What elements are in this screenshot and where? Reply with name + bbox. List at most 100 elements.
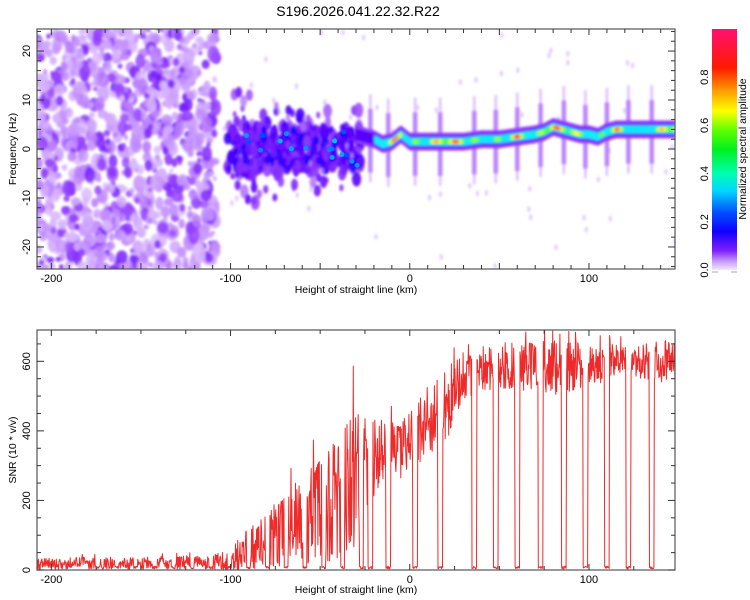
- noise-blob: [75, 181, 83, 192]
- noise-blob: [148, 262, 154, 268]
- ridge-core: [616, 127, 619, 132]
- ridge-core: [522, 133, 525, 139]
- transition-blob: [297, 143, 305, 156]
- ridge-band-green: [406, 135, 409, 144]
- ridge-band-green: [490, 135, 493, 144]
- ridge-band-green: [607, 127, 609, 136]
- ridge-core: [663, 127, 665, 132]
- transition-blob: [333, 133, 338, 139]
- faint-speck: [527, 206, 531, 213]
- faint-speck: [554, 244, 558, 251]
- noise-blob: [179, 203, 186, 213]
- noise-blob: [187, 177, 196, 186]
- noise-blob: [60, 125, 68, 135]
- ridge-band-green: [420, 137, 423, 146]
- faint-speck: [428, 194, 432, 201]
- ridge-core: [564, 127, 566, 133]
- noise-blob: [68, 230, 78, 243]
- ridge-core: [572, 130, 575, 135]
- noise-blob: [47, 139, 58, 151]
- noise-blob: [116, 230, 127, 242]
- ridge-core: [621, 127, 624, 132]
- ridge-core: [614, 127, 616, 132]
- noise-blob: [136, 227, 146, 239]
- transition-blob: [338, 139, 346, 152]
- ridge-band-green: [631, 125, 633, 134]
- noise-blob: [173, 30, 182, 41]
- noise-blob: [153, 145, 162, 154]
- noise-blob: [112, 29, 121, 33]
- noise-blob: [192, 43, 198, 48]
- noise-blob: [88, 111, 95, 119]
- noise-blob: [129, 187, 135, 194]
- ridge-band-green: [385, 139, 387, 148]
- noise-blob: [170, 205, 177, 214]
- ridge-core: [611, 128, 614, 133]
- transition-blob: [233, 147, 239, 156]
- ridge-band-green: [527, 131, 529, 140]
- transition-blob: [256, 189, 263, 199]
- ridge-band-green: [505, 134, 508, 143]
- noise-blob: [153, 259, 164, 269]
- noise-blob: [122, 142, 127, 150]
- y-tick-label: 20: [21, 45, 33, 57]
- noise-blob: [186, 210, 193, 219]
- ridge-core: [434, 139, 437, 144]
- noise-blob: [188, 188, 198, 200]
- ridge-band-blue: [357, 128, 360, 141]
- noise-blob: [205, 136, 214, 144]
- noise-blob: [61, 205, 71, 215]
- ridge-core: [399, 132, 402, 137]
- ridge-core: [396, 135, 398, 140]
- ridge-core: [576, 131, 579, 136]
- faint-speck: [295, 83, 299, 90]
- ridge-core: [575, 130, 577, 136]
- noise-blob: [169, 168, 174, 173]
- hotspot: [354, 162, 360, 168]
- ridge-band-green: [500, 134, 503, 143]
- noise-blob: [211, 129, 218, 138]
- noise-blob: [171, 189, 183, 203]
- ridge-core: [537, 131, 540, 136]
- ridge-band-blue: [372, 133, 375, 146]
- ridge-band-green: [593, 131, 596, 140]
- transition-blob: [315, 172, 322, 182]
- noise-blob: [132, 240, 144, 256]
- noise-blob: [44, 158, 55, 168]
- ridge-core: [460, 139, 462, 144]
- ridge-band-green: [380, 139, 382, 148]
- noise-blob: [192, 162, 203, 175]
- ridge-band-green: [647, 125, 650, 134]
- snr-y-axis-label: SNR (10 * v/v): [7, 416, 19, 483]
- faint-speck: [547, 52, 551, 59]
- hotspot: [283, 131, 289, 137]
- noise-blob: [133, 37, 139, 44]
- ridge-core: [619, 127, 621, 132]
- ridge-band-green: [533, 130, 535, 139]
- ridge-core: [520, 133, 522, 139]
- ridge-band-green: [636, 125, 638, 134]
- noise-blob: [46, 33, 51, 40]
- noise-blob: [100, 207, 111, 223]
- noise-blob: [97, 229, 102, 234]
- spectrogram-y-axis-label: Frequency (Hz): [7, 113, 19, 185]
- chart-title: S196.2026.041.22.32.R22: [276, 3, 440, 19]
- noise-blob: [55, 238, 66, 253]
- noise-blob: [71, 142, 78, 150]
- ridge-band-green: [582, 130, 584, 139]
- faint-speck: [549, 47, 553, 54]
- ridge-band-green: [650, 125, 652, 134]
- ridge-core: [514, 134, 516, 140]
- transition-blob: [232, 111, 237, 118]
- colorbar: 0.0 0.2 0.4 0.6 0.8 Normalized spectral ampl…: [699, 29, 749, 278]
- ridge-band-green: [381, 139, 384, 148]
- ridge-core: [450, 139, 452, 144]
- ridge-band-blue: [361, 130, 364, 143]
- noise-blob: [74, 165, 83, 179]
- hotspot: [332, 138, 338, 144]
- ridge-band-green: [633, 125, 636, 134]
- transition-blob: [285, 140, 291, 149]
- ridge-band-green: [583, 130, 586, 139]
- ridge-band-blue: [359, 129, 361, 142]
- noise-blob: [89, 264, 96, 269]
